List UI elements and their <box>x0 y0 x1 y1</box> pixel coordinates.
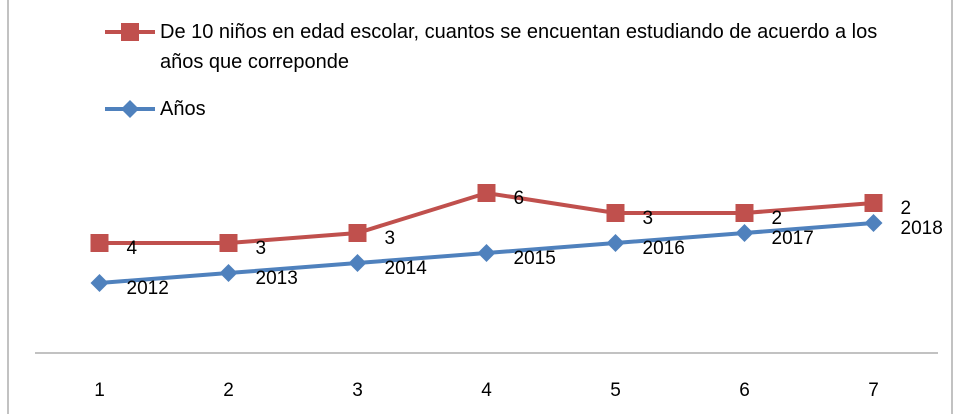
marker <box>90 274 109 292</box>
marker <box>735 204 754 222</box>
marker <box>864 214 883 232</box>
marker <box>348 254 367 272</box>
x-tick-label: 5 <box>610 380 621 401</box>
data-label: 2017 <box>772 228 814 249</box>
legend-label: De 10 niños en edad escolar, cuantos se … <box>160 21 878 73</box>
marker <box>606 234 625 252</box>
data-label: 2012 <box>127 278 169 299</box>
data-label: 2015 <box>514 248 556 269</box>
x-tick-label: 7 <box>868 380 879 401</box>
marker <box>348 224 367 242</box>
data-label: 6 <box>514 188 525 209</box>
data-label: 2 <box>772 208 783 229</box>
marker <box>219 264 238 282</box>
marker <box>735 224 754 242</box>
marker <box>606 204 625 222</box>
data-label: 3 <box>256 238 267 259</box>
legend-marker <box>121 23 139 41</box>
marker <box>477 184 496 202</box>
x-tick-label: 2 <box>223 380 234 401</box>
x-tick-label: 3 <box>352 380 363 401</box>
data-label: 2013 <box>256 268 298 289</box>
x-tick-label: 1 <box>94 380 105 401</box>
marker <box>219 234 238 252</box>
marker <box>864 194 883 212</box>
data-label: 2 <box>901 198 912 219</box>
x-tick-label: 6 <box>739 380 750 401</box>
data-label: 2016 <box>643 238 685 259</box>
data-label: 2018 <box>901 218 943 239</box>
legend-label: Años <box>160 98 206 120</box>
marker <box>477 244 496 262</box>
data-label: 4 <box>127 238 138 259</box>
data-label: 2014 <box>385 258 428 279</box>
data-label: 3 <box>643 208 654 229</box>
x-tick-label: 4 <box>481 380 492 401</box>
data-label: 3 <box>385 228 396 249</box>
legend-marker <box>121 100 139 118</box>
marker <box>90 234 109 252</box>
